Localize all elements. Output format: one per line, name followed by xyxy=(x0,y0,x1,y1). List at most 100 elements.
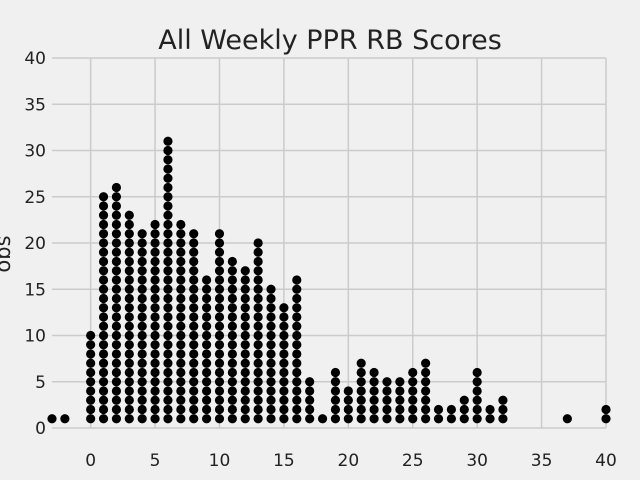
data-point xyxy=(356,404,366,415)
data-point xyxy=(163,293,173,304)
data-point xyxy=(98,358,109,368)
data-point xyxy=(382,386,392,396)
data-point xyxy=(227,395,237,405)
data-point xyxy=(227,312,237,322)
data-point xyxy=(163,275,173,285)
data-point xyxy=(266,340,276,350)
data-point xyxy=(124,293,134,304)
data-point xyxy=(176,386,186,396)
data-point xyxy=(292,293,302,304)
data-point xyxy=(163,182,173,193)
data-point xyxy=(163,395,173,405)
data-point xyxy=(189,367,199,378)
data-point xyxy=(163,349,173,359)
data-point xyxy=(176,256,186,267)
data-point xyxy=(111,247,122,257)
data-point xyxy=(150,330,160,341)
data-point xyxy=(163,284,173,294)
data-point xyxy=(214,303,225,313)
data-point xyxy=(163,201,173,211)
data-point xyxy=(176,266,186,276)
data-point xyxy=(292,340,302,350)
data-point xyxy=(189,349,199,359)
data-point xyxy=(382,414,392,424)
data-point xyxy=(176,275,186,285)
data-point xyxy=(98,256,109,267)
data-point xyxy=(150,414,160,424)
data-point xyxy=(111,182,122,193)
data-point xyxy=(202,404,212,415)
data-point xyxy=(601,414,611,424)
data-point xyxy=(98,414,109,424)
data-point xyxy=(214,229,225,239)
data-point xyxy=(279,303,289,313)
data-point xyxy=(111,340,122,350)
data-point xyxy=(459,404,469,415)
data-point xyxy=(253,395,263,405)
data-point xyxy=(111,312,122,322)
data-point xyxy=(111,367,122,378)
data-point xyxy=(98,192,109,202)
data-point xyxy=(266,293,276,304)
data-point xyxy=(240,358,250,368)
data-points xyxy=(47,136,611,424)
data-point xyxy=(189,321,199,331)
data-point xyxy=(227,266,237,276)
data-point xyxy=(163,367,173,378)
data-point xyxy=(163,229,173,239)
data-point xyxy=(150,404,160,415)
data-point xyxy=(163,330,173,341)
data-point xyxy=(292,275,302,285)
data-point xyxy=(421,358,431,368)
data-point xyxy=(292,349,302,359)
data-point xyxy=(111,293,122,304)
data-point xyxy=(163,173,173,183)
data-point xyxy=(189,414,199,424)
data-point xyxy=(292,404,302,415)
data-point xyxy=(214,414,225,424)
data-point xyxy=(227,377,237,387)
data-point xyxy=(240,386,250,396)
data-point xyxy=(111,349,122,359)
data-point xyxy=(214,275,225,285)
data-point xyxy=(150,358,160,368)
data-point xyxy=(214,238,225,248)
data-point xyxy=(395,395,405,405)
data-point xyxy=(240,404,250,415)
data-point xyxy=(137,330,147,341)
data-point xyxy=(111,395,122,405)
data-point xyxy=(214,330,225,341)
data-point xyxy=(343,404,353,415)
data-point xyxy=(176,219,186,230)
data-point xyxy=(214,404,225,415)
data-point xyxy=(240,367,250,378)
data-point xyxy=(227,330,237,341)
data-point xyxy=(356,377,366,387)
data-point xyxy=(279,377,289,387)
data-point xyxy=(202,395,212,405)
data-point xyxy=(382,377,392,387)
data-point xyxy=(266,395,276,405)
data-point xyxy=(150,367,160,378)
data-point xyxy=(124,367,134,378)
y-tick-label: 10 xyxy=(24,327,46,347)
data-point xyxy=(176,229,186,239)
data-point xyxy=(253,330,263,341)
data-point xyxy=(292,330,302,341)
data-point xyxy=(163,192,173,202)
y-tick-label: 15 xyxy=(24,280,46,300)
data-point xyxy=(189,293,199,304)
data-point xyxy=(189,386,199,396)
data-point xyxy=(421,404,431,415)
data-point xyxy=(150,247,160,257)
data-point xyxy=(266,330,276,341)
data-point xyxy=(253,284,263,294)
data-point xyxy=(98,404,109,415)
data-point xyxy=(124,275,134,285)
data-point xyxy=(369,377,379,387)
data-point xyxy=(214,312,225,322)
data-point xyxy=(98,395,109,405)
data-point xyxy=(472,395,482,405)
y-tick-label: 5 xyxy=(35,373,46,393)
data-point xyxy=(240,395,250,405)
